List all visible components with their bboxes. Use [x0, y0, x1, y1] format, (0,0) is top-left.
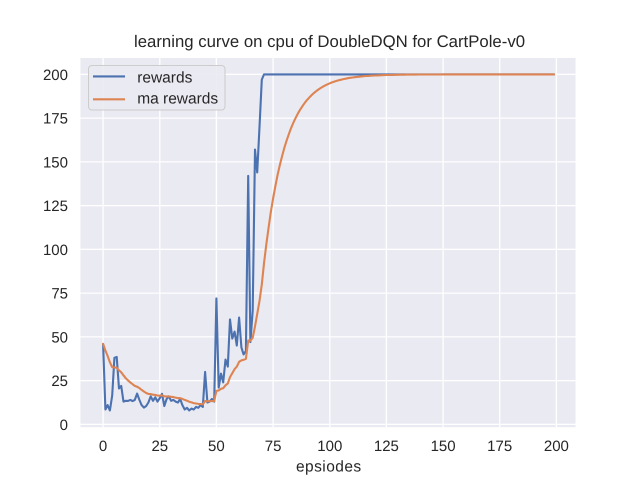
svg-text:50: 50	[208, 438, 225, 455]
svg-text:25: 25	[51, 373, 68, 390]
svg-text:175: 175	[43, 111, 68, 128]
svg-text:125: 125	[43, 198, 68, 215]
svg-text:200: 200	[43, 67, 68, 84]
svg-text:200: 200	[544, 438, 569, 455]
svg-text:learning curve on cpu of Doubl: learning curve on cpu of DoubleDQN for C…	[134, 32, 525, 51]
svg-text:epsiodes: epsiodes	[296, 458, 362, 475]
svg-text:0: 0	[60, 417, 68, 434]
svg-text:175: 175	[487, 438, 512, 455]
svg-text:125: 125	[374, 438, 399, 455]
svg-text:ma rewards: ma rewards	[137, 91, 218, 108]
svg-text:25: 25	[151, 438, 168, 455]
svg-text:150: 150	[431, 438, 456, 455]
svg-text:0: 0	[99, 438, 107, 455]
svg-text:rewards: rewards	[137, 69, 192, 86]
svg-text:150: 150	[43, 154, 68, 171]
svg-text:75: 75	[265, 438, 282, 455]
svg-text:100: 100	[317, 438, 342, 455]
svg-text:50: 50	[51, 329, 68, 346]
svg-text:75: 75	[51, 286, 68, 303]
svg-text:100: 100	[43, 242, 68, 259]
